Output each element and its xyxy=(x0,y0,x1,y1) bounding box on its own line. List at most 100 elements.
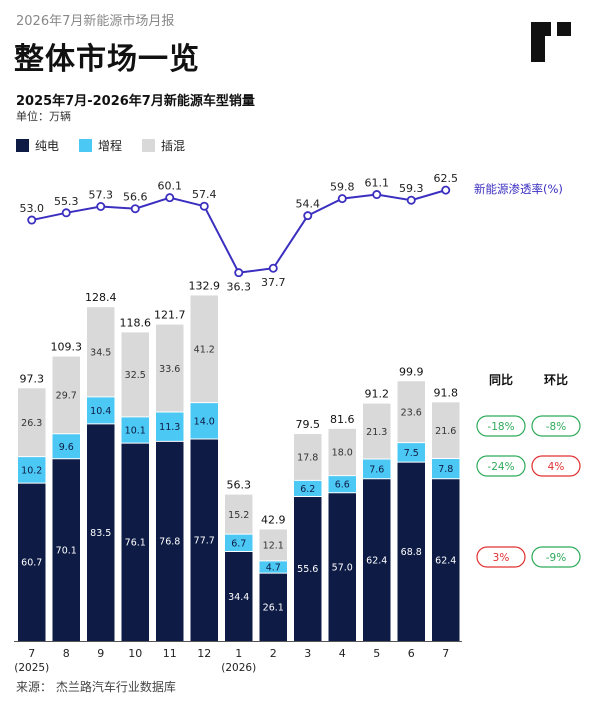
label-erev-7: 4.7 xyxy=(266,563,281,574)
penetration-label-11: 59.3 xyxy=(399,182,424,195)
comparison-pill-1-1 xyxy=(531,455,581,477)
bar-bev-6 xyxy=(225,551,253,641)
label-erev-5: 14.0 xyxy=(194,416,215,427)
penetration-point-7 xyxy=(268,263,278,273)
label-total-6: 56.3 xyxy=(227,479,252,492)
label-total-5: 132.9 xyxy=(189,279,221,292)
label-total-8: 79.5 xyxy=(296,418,321,431)
x-tick-12: 7 xyxy=(442,647,449,660)
legend-label-erev: 增程 xyxy=(98,139,123,153)
bar-phev-12 xyxy=(432,402,460,459)
penetration-series-name: 新能源渗透率(%) xyxy=(474,182,563,196)
label-total-4: 121.7 xyxy=(154,309,186,322)
legend-item-phev: 插混 xyxy=(142,137,185,154)
legend-label-phev: 插混 xyxy=(161,139,186,153)
penetration-point-10 xyxy=(372,190,382,200)
bar-bev-1 xyxy=(52,458,80,641)
label-bev-3: 76.1 xyxy=(125,538,146,549)
penetration-point-12 xyxy=(441,185,451,195)
label-phev-2: 34.5 xyxy=(90,348,111,359)
label-erev-6: 6.7 xyxy=(231,538,246,549)
label-phev-7: 12.1 xyxy=(263,541,284,552)
bar-erev-11 xyxy=(397,442,425,463)
label-total-7: 42.9 xyxy=(261,513,286,526)
penetration-label-7: 37.7 xyxy=(261,276,286,289)
bar-phev-7 xyxy=(259,529,287,561)
penetration-label-6: 36.3 xyxy=(227,281,252,294)
bar-bev-10 xyxy=(363,478,391,641)
x-tick-8: 3 xyxy=(304,647,311,660)
bar-phev-4 xyxy=(156,324,184,412)
label-bev-4: 76.8 xyxy=(159,537,180,548)
comparison-value-1-1: 4% xyxy=(548,461,565,473)
bar-bev-7 xyxy=(259,573,287,641)
label-erev-2: 10.4 xyxy=(90,406,111,417)
bar-erev-10 xyxy=(363,459,391,479)
x-tick-4: 11 xyxy=(163,647,177,660)
penetration-label-0: 53.0 xyxy=(20,202,45,215)
label-erev-3: 10.1 xyxy=(125,426,146,437)
bar-erev-2 xyxy=(87,396,115,424)
legend-swatch-erev xyxy=(79,139,93,152)
x-tick-5: 12 xyxy=(197,647,211,660)
bar-phev-6 xyxy=(225,494,253,535)
legend-label-bev: 纯电 xyxy=(35,139,60,153)
label-bev-8: 55.6 xyxy=(297,564,318,575)
penetration-label-8: 54.4 xyxy=(296,198,321,211)
penetration-point-9 xyxy=(337,194,347,204)
x-tick-1: 8 xyxy=(63,647,70,660)
bar-erev-0 xyxy=(18,456,46,484)
penetration-label-2: 57.3 xyxy=(89,189,114,202)
bar-erev-1 xyxy=(52,433,80,459)
bar-erev-8 xyxy=(294,480,322,497)
comparison-pill-0-0 xyxy=(476,415,526,437)
x-tick-10: 5 xyxy=(373,647,380,660)
penetration-label-9: 59.8 xyxy=(330,181,355,194)
bar-bev-9 xyxy=(328,492,356,641)
label-erev-4: 11.3 xyxy=(159,422,180,433)
bar-bev-4 xyxy=(156,441,184,641)
label-bev-9: 57.0 xyxy=(332,562,353,573)
bar-bev-2 xyxy=(87,423,115,641)
report-kicker: 2026年7月新能源市场月报 xyxy=(16,14,175,29)
penetration-point-1 xyxy=(61,208,71,218)
label-erev-10: 7.6 xyxy=(369,464,384,475)
penetration-point-6 xyxy=(234,268,244,278)
x-tick-3: 10 xyxy=(128,647,142,660)
chart-subtitle: 2025年7月-2026年7月新能源车型销量 xyxy=(16,94,255,109)
penetration-point-2 xyxy=(96,202,106,212)
x-tick-11: 6 xyxy=(408,647,415,660)
label-bev-0: 60.7 xyxy=(21,558,42,569)
label-bev-7: 26.1 xyxy=(263,603,284,614)
label-erev-0: 10.2 xyxy=(21,465,42,476)
label-erev-11: 7.5 xyxy=(404,448,419,459)
label-phev-4: 33.6 xyxy=(159,364,180,375)
comparison-header-1: 环比 xyxy=(544,372,568,387)
label-total-0: 97.3 xyxy=(20,372,45,385)
bar-erev-6 xyxy=(225,534,253,552)
penetration-label-4: 60.1 xyxy=(158,180,183,193)
label-phev-10: 21.3 xyxy=(366,427,387,438)
bar-bev-12 xyxy=(432,478,460,641)
bar-erev-3 xyxy=(121,416,149,444)
comparison-pill-2-1 xyxy=(531,546,581,568)
label-total-9: 81.6 xyxy=(330,413,355,426)
bar-phev-10 xyxy=(363,403,391,459)
comparison-value-0-1: -8% xyxy=(546,421,566,433)
penetration-line xyxy=(31,189,447,274)
legend-swatch-bev xyxy=(16,139,29,152)
bar-phev-11 xyxy=(397,381,425,443)
comparison-value-0-0: -18% xyxy=(487,421,514,433)
year-label-0: (2025) xyxy=(14,662,49,674)
penetration-label-5: 57.4 xyxy=(192,188,217,201)
label-bev-5: 77.7 xyxy=(194,535,215,546)
legend: 纯电 增程 插混 xyxy=(16,137,185,154)
unit-label: 单位：万辆 xyxy=(16,110,71,123)
label-total-10: 91.2 xyxy=(365,388,390,401)
comparison-pill-0-1 xyxy=(531,415,581,437)
label-phev-12: 21.6 xyxy=(435,426,456,437)
penetration-point-8 xyxy=(303,211,313,221)
label-total-3: 118.6 xyxy=(120,316,152,329)
comparison-pill-1-0 xyxy=(476,455,526,477)
